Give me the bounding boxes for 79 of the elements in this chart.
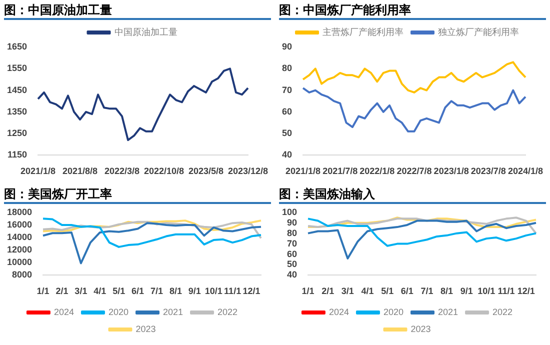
x-tick-label: 5/1 (112, 286, 126, 296)
y-tick-label: 12000 (6, 244, 32, 255)
x-tick-label: 2023/12/8 (228, 166, 268, 176)
x-tick-label: 2/1 (322, 286, 334, 296)
legend-label: 2024 (54, 306, 74, 317)
x-tick-label: 6/1 (132, 286, 144, 296)
x-tick-label: 9/1 (460, 286, 473, 296)
x-tick-label: 10/1 (478, 286, 496, 296)
x-tick-label: 4/1 (361, 286, 374, 296)
y-tick-label: 1350 (6, 106, 28, 116)
x-tick-label: 8/1 (440, 286, 454, 296)
legend-label: 独立炼厂产能利用率 (438, 26, 519, 37)
y-tick-label: 14000 (6, 232, 32, 242)
x-tick-label: 2023/7/8 (470, 166, 506, 176)
legend-label: 2020 (383, 306, 404, 317)
x-tick-label: 12/1 (517, 286, 535, 296)
x-tick-label: 3/1 (74, 286, 88, 296)
y-tick-label: 1450 (6, 84, 28, 95)
x-tick-label: 2022/7/8 (396, 166, 432, 176)
x-tick-label: 2021/1/8 (20, 166, 56, 176)
x-tick-label: 6/1 (400, 286, 414, 296)
legend-label: 2024 (328, 306, 349, 317)
x-tick-label: 12/1 (242, 286, 260, 296)
x-tick-label: 10/1 (204, 286, 222, 296)
legend-label: 2023 (136, 324, 156, 334)
x-tick-label: 2/1 (56, 286, 68, 296)
y-tick-label: 90 (287, 217, 298, 228)
x-tick-label: 2021/7/8 (322, 166, 358, 176)
legend-label: 2020 (108, 306, 129, 317)
y-tick-label: 100 (282, 206, 298, 217)
x-tick-label: 1/1 (302, 286, 314, 296)
y-tick-label: 40 (287, 270, 298, 280)
y-tick-label: 60 (282, 106, 292, 116)
chart-title: 图：中国炼厂产能利用率 (279, 2, 546, 20)
chart-title: 图：中国原油加工量 (4, 2, 271, 20)
legend-label: 2022 (492, 306, 513, 317)
chart-title: 图：美国炼油输入 (279, 186, 546, 204)
legend-label: 2021 (163, 306, 184, 317)
x-tick-label: 1/1 (36, 286, 50, 296)
y-tick-label: 70 (287, 238, 298, 248)
x-tick-label: 3/1 (341, 286, 354, 296)
y-tick-label: 50 (287, 259, 298, 270)
x-tick-label: 2021/1/8 (285, 166, 321, 176)
y-tick-label: 80 (282, 63, 292, 74)
x-tick-label: 8/1 (169, 286, 182, 296)
y-tick-label: 90 (282, 41, 292, 52)
y-tick-label: 18000 (6, 206, 32, 217)
y-tick-label: 16000 (6, 219, 32, 230)
legend-label: 2023 (410, 324, 431, 334)
legend-label: 2021 (438, 306, 458, 317)
x-tick-label: 11/1 (498, 286, 515, 296)
y-tick-label: 70 (282, 84, 292, 95)
y-tick-label: 1650 (6, 41, 28, 52)
legend-label: 主营炼厂产能利用率 (322, 26, 404, 37)
x-tick-label: 5/1 (381, 286, 394, 296)
x-tick-label: 2022/3/8 (104, 166, 140, 176)
x-tick-label: 2023/5/8 (188, 166, 224, 176)
x-tick-label: 2022/1/8 (360, 166, 395, 176)
y-tick-label: 50 (282, 128, 292, 138)
y-tick-label: 1150 (7, 150, 28, 160)
x-tick-label: 11/1 (224, 286, 242, 296)
x-tick-label: 2022/10/8 (144, 166, 184, 176)
x-tick-label: 7/1 (420, 286, 434, 296)
x-tick-label: 2021/8/8 (62, 166, 98, 176)
y-tick-label: 1550 (6, 63, 28, 74)
chart-title: 图：美国炼厂开工率 (4, 186, 271, 204)
legend-label: 中国原油加工量 (114, 26, 178, 37)
x-tick-label: 4/1 (94, 286, 106, 296)
y-tick-label: 8000 (12, 270, 32, 280)
x-tick-label: 2023/1/8 (434, 166, 469, 176)
y-tick-label: 10000 (6, 257, 32, 268)
legend-label: 2022 (218, 306, 238, 317)
y-tick-label: 60 (287, 248, 298, 259)
y-tick-label: 80 (287, 228, 298, 238)
x-tick-label: 7/1 (150, 286, 164, 296)
y-tick-label: 40 (282, 150, 292, 160)
y-tick-label: 1250 (6, 128, 28, 138)
x-tick-label: 9/1 (188, 286, 201, 296)
x-tick-label: 2024/1/8 (508, 166, 544, 176)
